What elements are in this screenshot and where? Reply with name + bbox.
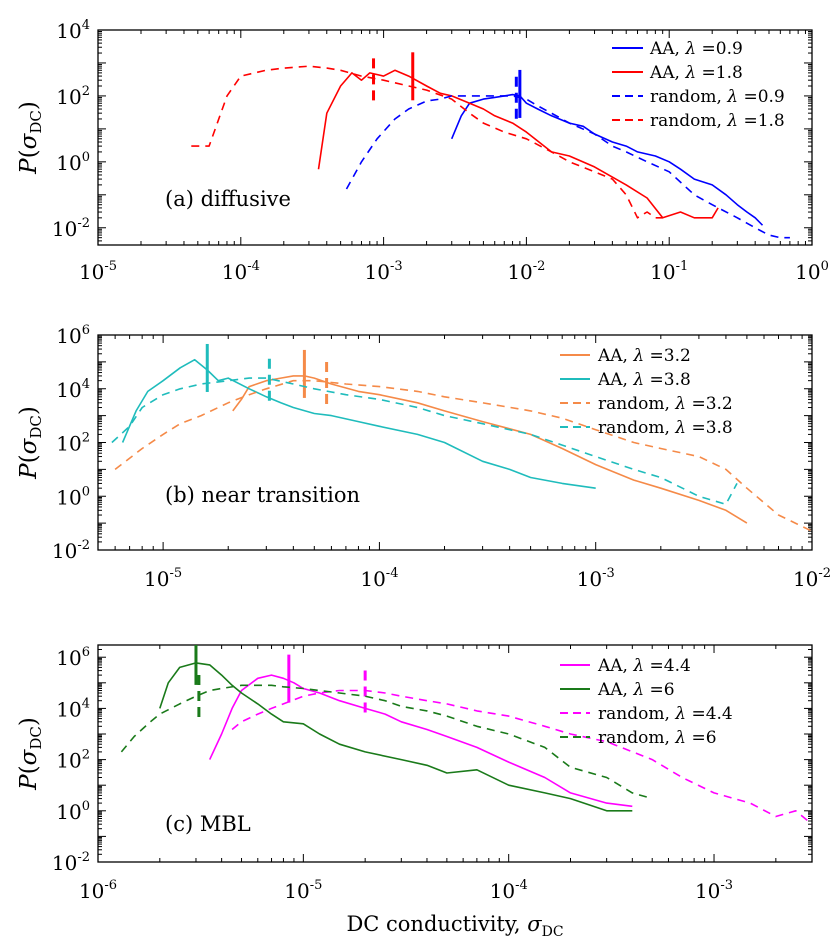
y-tick-label: 10-2 xyxy=(52,216,90,241)
y-tick-label: 100 xyxy=(56,484,90,509)
plot-frame xyxy=(97,29,813,246)
series-line-random-3.8 xyxy=(111,377,738,506)
legend-label: random, λ =1.8 xyxy=(650,111,785,131)
y-tick-label: 104 xyxy=(56,18,90,43)
legend-label: AA, λ =0.9 xyxy=(649,39,743,59)
y-tick-label: 106 xyxy=(56,323,90,348)
x-tick-label: 10-3 xyxy=(365,259,403,284)
x-tick-label: 10-4 xyxy=(360,566,398,591)
series-line-random-6 xyxy=(120,684,653,800)
x-tick-label: 10-2 xyxy=(507,259,545,284)
panel-a-diffusive: 10-5 10-4 10-3 10-2 10-1 100 10-2 100 102 104 P(σD… xyxy=(16,18,829,284)
legend-label: AA, λ =3.2 xyxy=(597,346,691,366)
y-tick-label: 100 xyxy=(56,799,90,824)
y-axis-label: P(σDC) xyxy=(16,717,45,791)
x-axis-label: DC conductivity, σDC xyxy=(346,912,563,940)
x-tick-label: 10-6 xyxy=(79,878,117,903)
series-line-random-0.9 xyxy=(345,95,790,239)
series-line-AA-1.8 xyxy=(317,69,719,219)
series-line-AA-3.8 xyxy=(121,358,596,489)
legend-label: AA, λ =6 xyxy=(597,680,675,700)
x-tick-label: 10-2 xyxy=(793,566,831,591)
x-tick-label: 10-5 xyxy=(144,566,182,591)
legend-label: random, λ =4.4 xyxy=(598,704,733,724)
y-tick-label: 106 xyxy=(56,645,90,670)
y-tick-label: 104 xyxy=(56,377,90,402)
x-tick-label: 10-3 xyxy=(695,878,733,903)
plot-frame xyxy=(97,644,813,863)
legend-label: random, λ =3.2 xyxy=(598,394,733,414)
x-tick-label: 100 xyxy=(795,259,829,284)
panel-label: (a) diffusive xyxy=(165,187,291,211)
y-tick-label: 102 xyxy=(56,431,90,456)
y-tick-label: 104 xyxy=(56,696,90,721)
series-line-AA-4.4 xyxy=(208,674,633,808)
series-line-random-4.4 xyxy=(231,689,812,825)
legend-label: AA, λ =3.8 xyxy=(597,370,691,390)
y-axis-label: P(σDC) xyxy=(16,101,45,175)
y-tick-label: 102 xyxy=(56,748,90,773)
series-line-random-1.8 xyxy=(191,65,663,219)
x-tick-label: 10-5 xyxy=(79,259,117,284)
panel-label: (c) MBL xyxy=(165,812,251,836)
legend-label: AA, λ =4.4 xyxy=(597,656,691,676)
y-tick-label: 100 xyxy=(56,150,90,175)
y-tick-label: 10-2 xyxy=(52,850,90,875)
panel-c-mbl: 10-6 10-5 10-4 10-3 10-2 100 102 104 106 P(σDC) AA… xyxy=(16,644,813,903)
legend-label: random, λ =0.9 xyxy=(650,87,785,107)
y-tick-label: 102 xyxy=(56,84,90,109)
x-tick-label: 10-4 xyxy=(222,259,260,284)
y-tick-label: 10-2 xyxy=(52,538,90,563)
x-tick-label: 10-5 xyxy=(284,878,322,903)
x-tick-label: 10-4 xyxy=(490,878,528,903)
x-tick-label: 10-1 xyxy=(650,259,688,284)
panel-label: (b) near transition xyxy=(165,483,360,507)
y-axis-label: P(σDC) xyxy=(16,406,45,480)
series-line-random-3.2 xyxy=(114,379,812,532)
legend-label: random, λ =3.8 xyxy=(598,418,733,438)
legend-label: random, λ =6 xyxy=(598,728,717,748)
series-line-AA-6 xyxy=(159,662,633,812)
panel-b-near-transition: 10-5 10-4 10-3 10-2 10-2 100 102 104 106 P(σDC) AA… xyxy=(16,323,831,591)
x-tick-label: 10-3 xyxy=(577,566,615,591)
legend-label: AA, λ =1.8 xyxy=(649,63,743,83)
